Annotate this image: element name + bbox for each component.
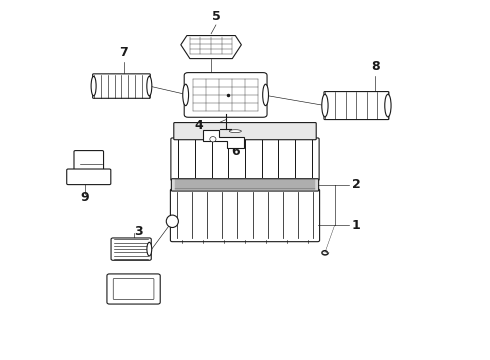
Ellipse shape: [322, 94, 328, 117]
Text: 5: 5: [212, 10, 220, 23]
Text: 3: 3: [134, 225, 143, 238]
Ellipse shape: [229, 130, 242, 132]
FancyBboxPatch shape: [171, 189, 319, 242]
FancyBboxPatch shape: [171, 138, 319, 180]
Ellipse shape: [147, 242, 152, 256]
FancyBboxPatch shape: [111, 238, 151, 260]
Text: 7: 7: [120, 46, 128, 59]
Ellipse shape: [147, 76, 152, 96]
Text: 4: 4: [195, 118, 203, 131]
FancyBboxPatch shape: [184, 73, 267, 117]
Ellipse shape: [183, 84, 189, 105]
FancyBboxPatch shape: [107, 274, 160, 304]
FancyBboxPatch shape: [174, 123, 316, 140]
Text: 6: 6: [231, 145, 240, 158]
Text: 2: 2: [352, 179, 360, 192]
FancyBboxPatch shape: [67, 169, 111, 185]
Ellipse shape: [210, 136, 216, 142]
Text: 9: 9: [81, 191, 90, 204]
Ellipse shape: [263, 84, 269, 105]
Text: 1: 1: [352, 219, 360, 232]
Polygon shape: [181, 36, 242, 59]
FancyBboxPatch shape: [324, 91, 389, 120]
Ellipse shape: [91, 76, 96, 96]
FancyBboxPatch shape: [172, 179, 318, 191]
Text: 8: 8: [371, 60, 380, 73]
Ellipse shape: [385, 94, 391, 117]
FancyBboxPatch shape: [74, 150, 103, 172]
Ellipse shape: [166, 215, 178, 228]
FancyBboxPatch shape: [113, 279, 154, 300]
FancyBboxPatch shape: [93, 74, 150, 98]
Polygon shape: [202, 130, 244, 148]
